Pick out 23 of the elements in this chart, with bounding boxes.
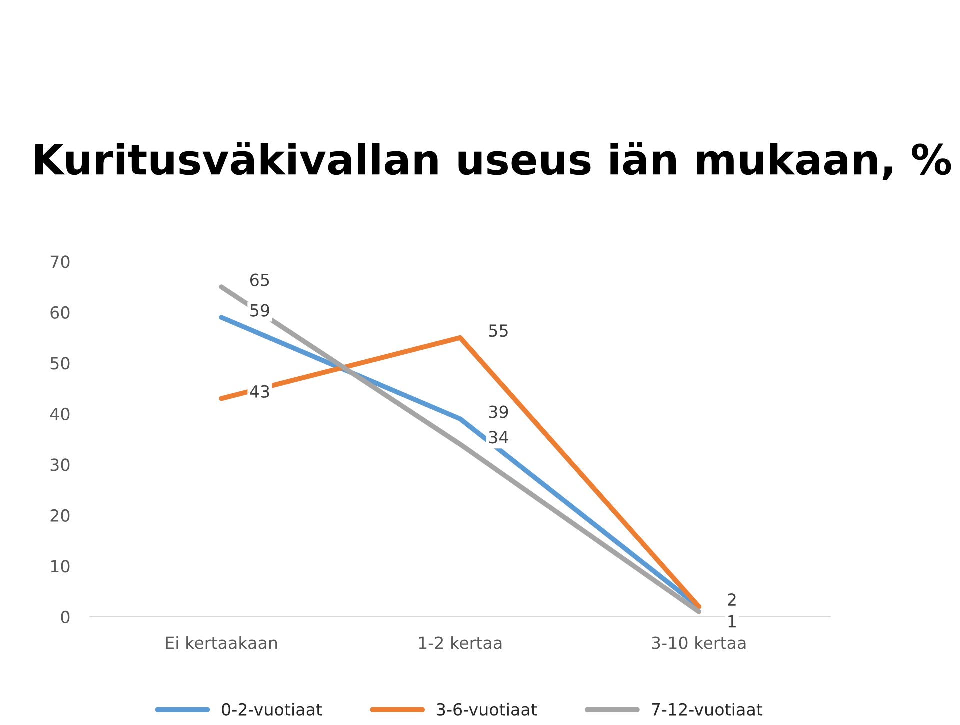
x-tick-label: 3-10 kertaa <box>652 636 746 650</box>
x-tick-label: 1-2 kertaa <box>419 636 502 650</box>
y-tick-label: 20 <box>50 509 70 522</box>
y-tick-label: 30 <box>50 458 70 472</box>
data-label: 39 <box>489 406 508 418</box>
data-label: 34 <box>489 431 508 444</box>
data-label: 65 <box>250 274 270 286</box>
y-tick-label: 10 <box>51 560 70 573</box>
y-tick-label: 60 <box>50 306 70 320</box>
chart-title: Kuritusväkivallan useus iän mukaan, % <box>36 142 952 181</box>
data-label: 43 <box>250 385 270 398</box>
x-tick-label: Ei kertaakaan <box>166 636 278 650</box>
legend-label: 7-12-vuotiaat <box>652 703 763 716</box>
data-label: 2 <box>728 594 736 606</box>
y-tick-label: 40 <box>50 408 70 421</box>
data-label: 59 <box>250 304 270 317</box>
legend-label: 3-6-vuotiaat <box>437 703 538 716</box>
data-label: 1 <box>728 615 736 628</box>
y-tick-label: 50 <box>50 357 70 370</box>
y-tick-label: 0 <box>61 610 70 624</box>
legend-label: 0-2-vuotiaat <box>222 703 322 716</box>
y-tick-label: 70 <box>50 256 70 268</box>
data-label: 55 <box>489 324 508 338</box>
